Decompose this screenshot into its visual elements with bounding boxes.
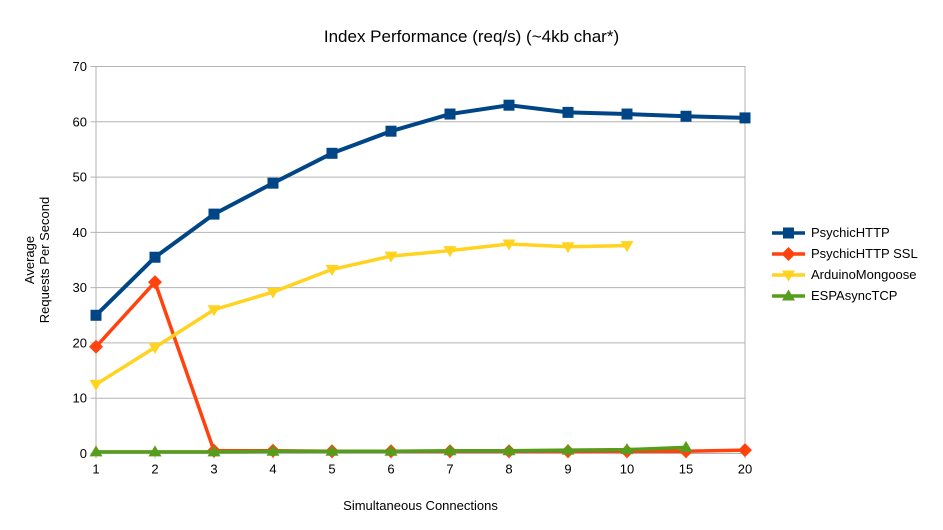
series-line-psychichttp xyxy=(94,103,746,317)
series-psychichttp xyxy=(90,99,751,321)
arduinomongoose-marker xyxy=(620,241,634,253)
x-axis-title: Simultaneous Connections xyxy=(343,498,498,513)
legend-item-arduinomongoose: ArduinoMongoose xyxy=(772,264,918,285)
series-psychichttp-ssl xyxy=(89,275,752,459)
psychichttp-ssl-legend-marker-icon xyxy=(772,246,805,261)
espasynctcp-marker xyxy=(384,444,398,456)
x-tick-label: 15 xyxy=(679,462,693,477)
arduinomongoose-legend-marker-icon xyxy=(772,270,805,281)
chart-title: Index Performance (req/s) (~4kb char*) xyxy=(323,27,620,46)
psychichttp-marker xyxy=(562,106,574,118)
espasynctcp-legend-marker-glyph xyxy=(782,289,795,300)
y-tick-label: 20 xyxy=(73,335,87,350)
y-tick-label: 0 xyxy=(80,446,87,461)
psychichttp-marker xyxy=(267,177,279,189)
x-tick-label: 1 xyxy=(92,462,99,477)
psychichttp-ssl-legend-marker-glyph xyxy=(781,246,796,261)
espasynctcp-legend-marker-icon xyxy=(772,289,805,300)
espasynctcp-marker xyxy=(502,444,516,456)
x-tick-label: 20 xyxy=(738,462,752,477)
y-tick-label: 10 xyxy=(73,391,87,406)
x-tick-label: 6 xyxy=(387,462,394,477)
y-tick-label: 50 xyxy=(73,170,87,185)
espasynctcp-marker xyxy=(561,443,575,455)
legend-label-psychichttp: PsychicHTTP xyxy=(811,225,890,240)
x-tick-label: 3 xyxy=(210,462,217,477)
arduinomongoose-legend-marker-glyph xyxy=(782,270,795,281)
legend-item-psychichttp: PsychicHTTP xyxy=(772,222,918,243)
series-espasynctcp xyxy=(89,440,693,457)
arduinomongoose-marker xyxy=(148,342,162,354)
y-axis-title-line2: Requests Per Second xyxy=(37,196,52,324)
arduinomongoose-marker xyxy=(325,264,339,276)
x-tick-label: 2 xyxy=(151,462,158,477)
y-tick-label: 40 xyxy=(73,225,87,240)
legend-label-psychichttp-ssl: PsychicHTTP SSL xyxy=(811,246,918,261)
arduinomongoose-marker xyxy=(561,242,575,254)
x-tick-label: 10 xyxy=(620,462,634,477)
chart-legend: PsychicHTTP PsychicHTTP SSL ArduinoMongoos… xyxy=(772,222,918,306)
series-arduinomongoose xyxy=(89,239,634,391)
x-tick-label: 9 xyxy=(564,462,571,477)
espasynctcp-marker xyxy=(148,445,162,457)
psychichttp-marker xyxy=(149,251,161,263)
psychichttp-marker xyxy=(444,108,456,120)
arduinomongoose-marker xyxy=(89,379,103,391)
legend-label-arduinomongoose: ArduinoMongoose xyxy=(811,267,917,282)
y-tick-label: 30 xyxy=(73,280,87,295)
psychichttp-marker xyxy=(621,108,633,120)
psychichttp-marker xyxy=(326,147,338,159)
psychichttp-ssl-marker xyxy=(148,275,162,290)
arduinomongoose-marker xyxy=(384,251,398,263)
arduinomongoose-marker xyxy=(266,287,280,299)
psychichttp-legend-marker-glyph xyxy=(783,227,794,238)
espasynctcp-marker xyxy=(679,440,693,452)
espasynctcp-marker xyxy=(620,443,634,455)
y-tick-label: 60 xyxy=(73,114,87,129)
legend-item-psychichttp-ssl: PsychicHTTP SSL xyxy=(772,243,918,264)
psychichttp-marker xyxy=(503,99,515,111)
psychichttp-ssl-marker xyxy=(89,339,103,354)
psychichttp-marker xyxy=(739,112,751,124)
plot-border xyxy=(95,66,746,454)
espasynctcp-marker xyxy=(443,444,457,456)
x-tick-label: 5 xyxy=(328,462,335,477)
legend-item-espasynctcp: ESPAsyncTCP xyxy=(772,285,918,306)
x-tick-label: 7 xyxy=(446,462,453,477)
x-tick-label: 4 xyxy=(269,462,276,477)
psychichttp-marker xyxy=(385,125,397,137)
espasynctcp-marker xyxy=(325,444,339,456)
y-axis-title-line1: Average xyxy=(22,235,37,285)
arduinomongoose-marker xyxy=(502,239,516,251)
series-line-arduinomongoose xyxy=(95,242,628,386)
psychichttp-marker xyxy=(208,208,220,220)
x-tick-label: 8 xyxy=(505,462,512,477)
psychichttp-legend-marker-icon xyxy=(772,227,805,238)
psychichttp-marker xyxy=(90,309,102,321)
legend-label-espasynctcp: ESPAsyncTCP xyxy=(811,288,898,303)
psychichttp-ssl-marker xyxy=(738,443,752,458)
espasynctcp-marker xyxy=(266,444,280,456)
arduinomongoose-marker xyxy=(443,246,457,258)
y-tick-label: 70 xyxy=(73,59,87,74)
series-line-psychichttp-ssl xyxy=(94,280,746,454)
psychichttp-marker xyxy=(680,110,692,122)
espasynctcp-marker xyxy=(207,445,221,457)
espasynctcp-marker xyxy=(89,445,103,457)
arduinomongoose-marker xyxy=(207,305,221,317)
y-axis-title: Average Requests Per Second xyxy=(22,197,52,323)
